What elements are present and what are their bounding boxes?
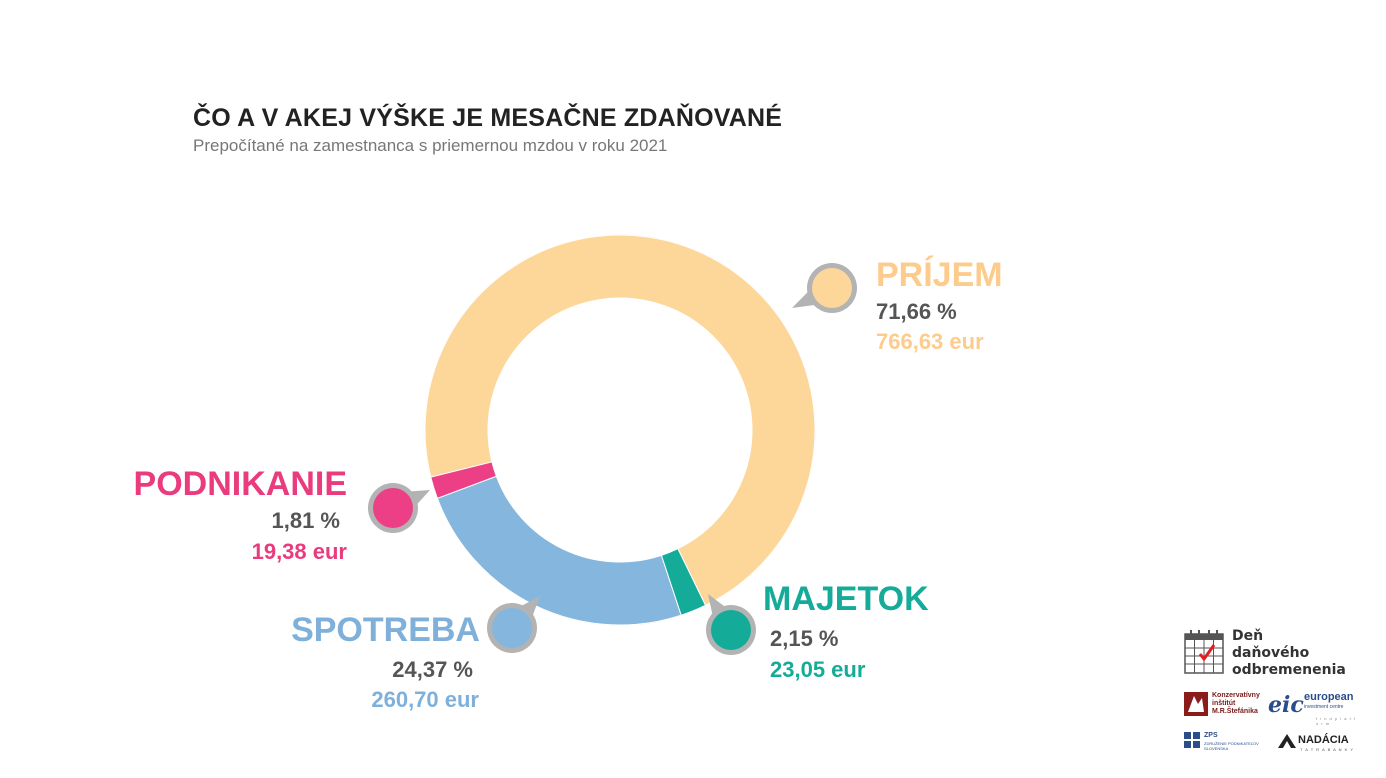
label-podnikanie-name: PODNIKANIE [133,465,347,503]
callout-prijem [792,263,857,313]
donut-slice-podnikanie [430,461,498,499]
label-prijem-amount: 766,63 eur [876,329,984,354]
zps-logo-text: ZPS [1204,732,1218,739]
nadacia-mark-icon [1278,734,1296,748]
label-prijem-pct: 71,66 % [876,299,957,324]
partner-logos: Deň daňového odbremenenia Konzervatívny … [1180,628,1370,758]
eic-logo: eic european investment centre f i n d p… [1268,690,1360,727]
eic-logo-sub: investment centre [1304,704,1344,710]
ddo-line-3: odbremenenia [1232,662,1346,678]
eic-logo-mark: eic [1268,692,1304,718]
callout-pointer-majetok [708,594,727,617]
callout-dot-prijem [812,268,852,308]
zps-logo-sub: ZDRUŽENIE PODNIKATEĽOV SLOVENSKA [1204,741,1259,751]
eic-logo-sub2: f i n d p l a t f o r m [1316,716,1356,726]
ddo-line-2: daňového [1232,645,1310,661]
chart-subtitle: Prepočítané na zamestnanca s priemernou … [193,136,668,155]
label-majetok-pct: 2,15 % [770,626,839,651]
zps-logo: ZPS ZDRUŽENIE PODNIKATEĽOV SLOVENSKA [1184,732,1274,752]
label-spotreba-name: SPOTREBA [291,611,480,649]
donut-slice-spotreba [436,475,682,626]
label-podnikanie-amount: 19,38 eur [251,539,347,564]
label-spotreba-amount: 260,70 eur [371,687,479,712]
kimrs-mark-icon [1184,692,1208,716]
calendar-check-icon [1184,630,1224,674]
zps-mark-icon [1184,732,1200,748]
ddo-line-1: Deň [1232,628,1264,644]
ddo-logo-text: Deň daňového odbremenenia [1232,628,1346,679]
kimrs-logo-text: Konzervatívny inštitút M.R.Štefánika [1212,692,1260,715]
eic-logo-name: european [1304,691,1354,703]
label-majetok-amount: 23,05 eur [770,657,866,682]
label-spotreba-pct: 24,37 % [392,657,473,682]
nadacia-logo-text: NADÁCIA [1298,734,1349,746]
callout-dot-podnikanie [373,488,413,528]
nadacia-logo: NADÁCIA T A T R A B A N K Y [1278,732,1370,752]
kimrs-logo: Konzervatívny inštitút M.R.Štefánika [1184,692,1266,720]
label-prijem-name: PRÍJEM [876,256,1003,294]
label-majetok-name: MAJETOK [763,580,929,618]
callout-podnikanie [368,483,430,533]
label-podnikanie-pct: 1,81 % [271,508,341,533]
callout-dot-spotreba [492,608,532,648]
callout-spotreba [487,596,540,653]
callout-pointer-spotreba [520,596,540,617]
nadacia-logo-sub: T A T R A B A N K Y [1300,747,1355,752]
chart-title: ČO A V AKEJ VÝŠKE JE MESAČNE ZDAŇOVANÉ [193,104,783,132]
donut-slice-prijem [424,234,816,606]
callout-dot-majetok [711,610,751,650]
callout-majetok [706,594,756,655]
